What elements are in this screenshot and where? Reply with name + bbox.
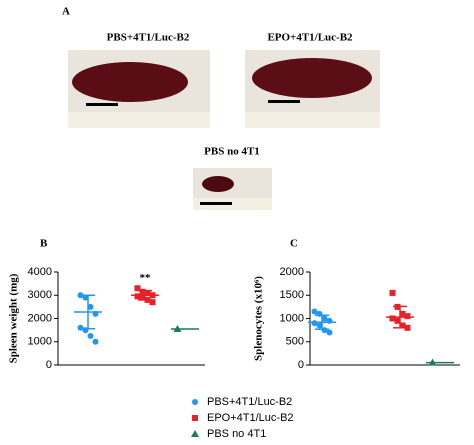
- y-tick-label: 3000: [28, 289, 52, 301]
- annotation: **: [140, 272, 152, 284]
- point: [87, 303, 94, 310]
- point: [399, 310, 406, 317]
- y-tick-label: 1000: [280, 312, 304, 324]
- y-tick-label: 500: [286, 336, 304, 348]
- point: [399, 322, 406, 329]
- y-axis-label: Spleen weight (mg): [8, 273, 20, 363]
- point: [139, 294, 146, 301]
- y-tick-label: 1000: [28, 336, 52, 348]
- y-tick-label: 0: [46, 359, 52, 371]
- point: [404, 313, 411, 320]
- point: [192, 415, 198, 421]
- point: [326, 329, 333, 336]
- point: [87, 332, 94, 339]
- point: [134, 293, 141, 300]
- point: [389, 315, 396, 322]
- panel-label: C: [290, 238, 298, 250]
- y-axis-label: Splenocytes (x10⁶): [253, 276, 265, 361]
- point: [139, 288, 146, 295]
- panel-label: A: [62, 6, 70, 18]
- photo-caption: PBS no 4T1: [204, 146, 260, 158]
- point: [316, 322, 323, 329]
- point: [311, 308, 318, 315]
- legend-label: EPO+4T1/Luc-B2: [207, 412, 294, 424]
- point: [404, 324, 411, 331]
- point: [191, 430, 199, 437]
- photo: [68, 50, 210, 128]
- photo: [193, 168, 272, 210]
- photo: [245, 50, 380, 128]
- y-tick-label: 2000: [280, 266, 304, 278]
- y-tick-label: 1500: [280, 289, 304, 301]
- panel-label: B: [40, 238, 48, 250]
- point: [134, 285, 141, 292]
- photo-caption: PBS+4T1/Luc-B2: [107, 32, 190, 44]
- point: [321, 315, 328, 322]
- point: [144, 289, 151, 296]
- point: [149, 299, 156, 306]
- point: [394, 317, 401, 324]
- y-tick-label: 2000: [28, 312, 52, 324]
- point: [82, 294, 89, 301]
- photo-caption: EPO+4T1/Luc-B2: [267, 32, 353, 44]
- point: [389, 289, 396, 296]
- legend-label: PBS+4T1/Luc-B2: [207, 396, 292, 408]
- legend-label: PBS no 4T1: [207, 428, 266, 440]
- y-tick-label: 4000: [28, 266, 52, 278]
- point: [192, 399, 198, 405]
- y-tick-label: 0: [298, 359, 304, 371]
- point: [92, 338, 99, 345]
- point: [77, 292, 84, 299]
